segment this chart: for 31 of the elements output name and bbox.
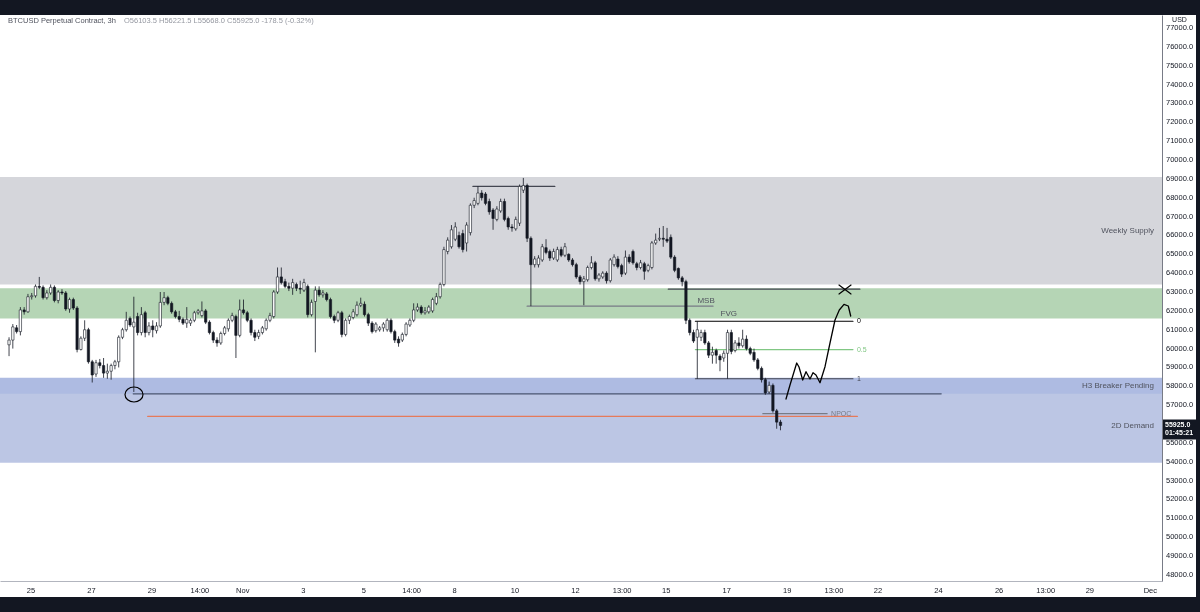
candlestick (143, 310, 147, 338)
candlestick (132, 296, 136, 393)
candlestick (658, 227, 661, 242)
candlestick (329, 297, 332, 319)
candlestick (355, 301, 359, 317)
band-label: H3 Breaker Pending (1081, 380, 1154, 390)
candlestick (321, 289, 325, 299)
candlestick (699, 329, 703, 342)
candlestick (710, 346, 714, 365)
candlestick (726, 329, 730, 380)
candlestick (718, 353, 722, 372)
candlestick (287, 282, 291, 292)
band-label: Weekly Supply (1101, 225, 1154, 235)
candlestick (593, 260, 597, 282)
candlestick (729, 329, 733, 355)
candlestick (423, 306, 427, 316)
candlestick (105, 363, 109, 380)
candlestick (737, 336, 741, 349)
band-label: 2D Demand (1111, 420, 1154, 430)
candlestick (317, 285, 321, 298)
annotation: FVG (720, 308, 738, 318)
candlestick (476, 186, 480, 206)
candlestick (136, 312, 140, 336)
candlestick (661, 225, 665, 248)
annotation: MSB (697, 296, 715, 306)
candlestick (102, 357, 106, 379)
candlestick (26, 293, 30, 314)
candlestick (139, 306, 143, 336)
candlestick (450, 224, 453, 250)
candlestick (158, 291, 162, 329)
candlestick (109, 363, 113, 381)
